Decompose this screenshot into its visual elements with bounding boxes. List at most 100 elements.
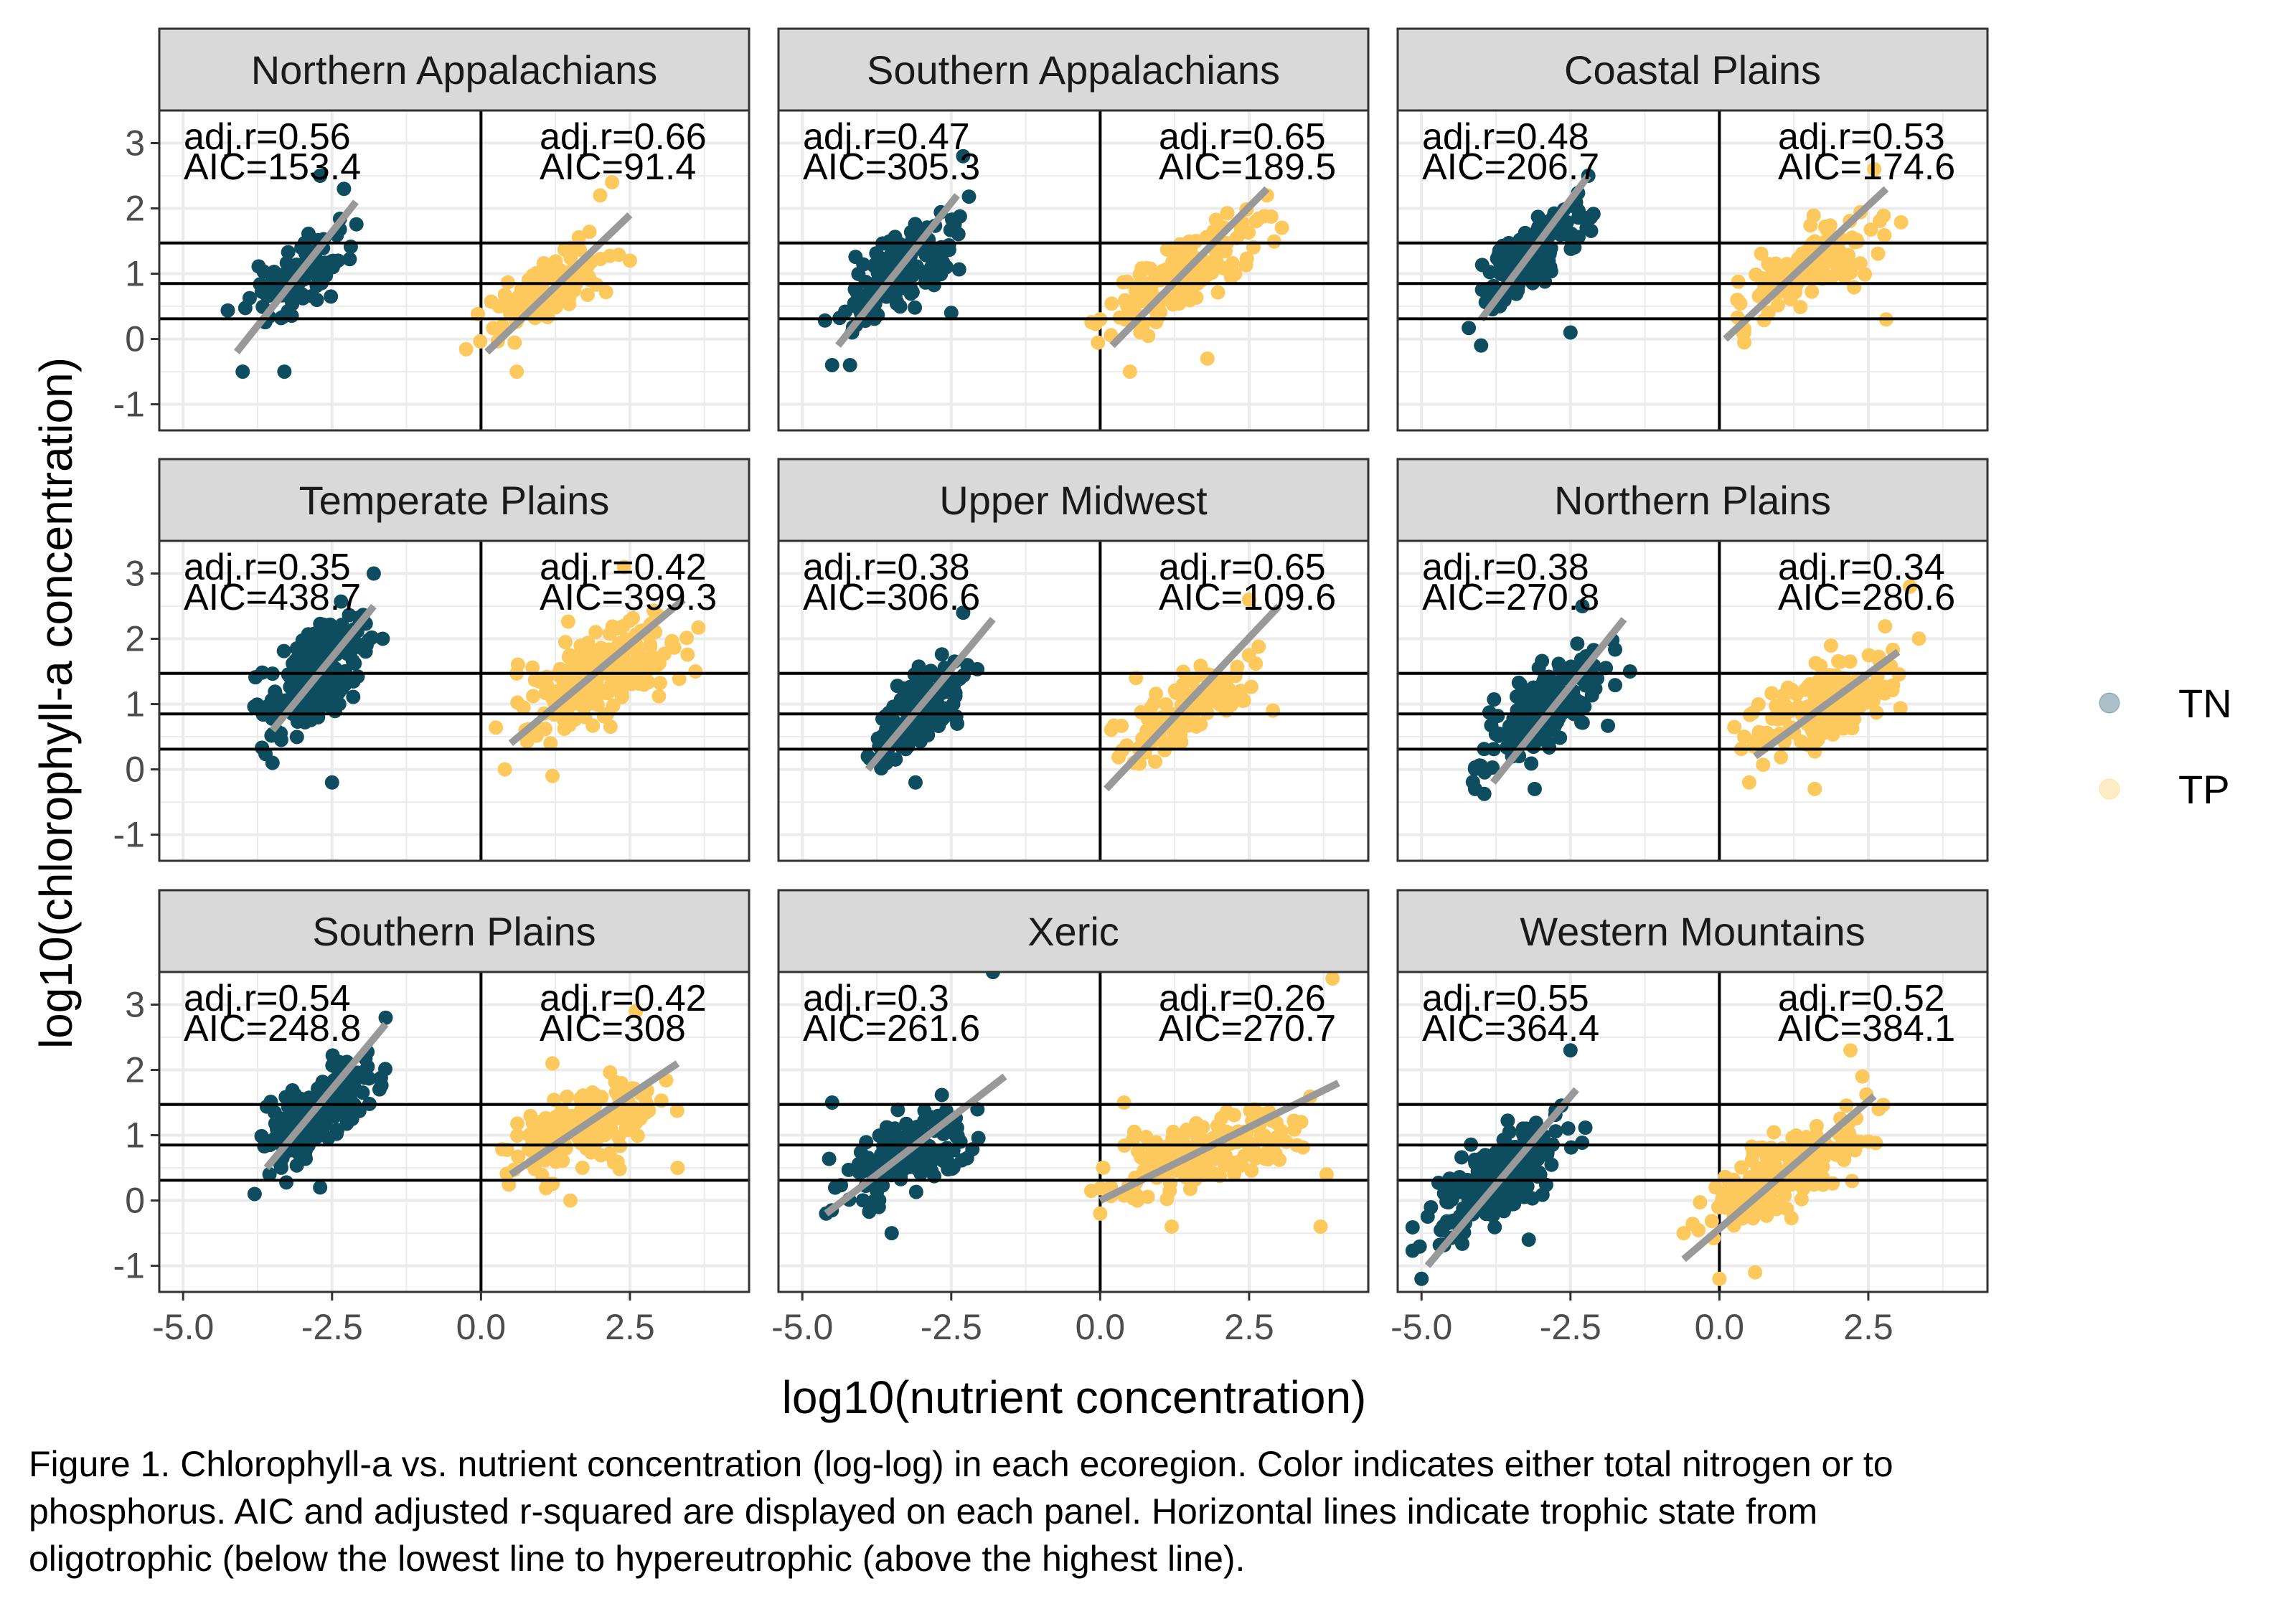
tn-fit-line <box>1478 174 1591 322</box>
tp-point <box>1165 254 1180 269</box>
panel-data <box>159 541 749 861</box>
tp-point <box>1144 699 1159 714</box>
tp-point <box>1177 245 1192 260</box>
caption-line: Figure 1. Chlorophyll-a vs. nutrient con… <box>29 1444 1893 1484</box>
tn-point <box>1571 230 1586 245</box>
tn-aic-label: AIC=206.7 <box>1422 146 1599 188</box>
tn-point <box>1563 699 1578 714</box>
tn-point <box>1578 1120 1593 1135</box>
tp-adj-r-label: adj.r=0.65 <box>1159 116 1326 158</box>
panel-border <box>158 109 751 432</box>
tn-point <box>324 289 339 304</box>
tp-adj-r-label: adj.r=0.34 <box>1778 547 1945 588</box>
tp-point <box>1219 703 1234 718</box>
tp-point <box>1903 579 1918 594</box>
tp-point <box>1149 686 1164 702</box>
tn-point <box>956 605 971 620</box>
tp-point <box>1157 1151 1172 1166</box>
tp-point <box>1208 686 1223 702</box>
tp-point <box>1736 730 1751 745</box>
tp-point <box>585 718 601 733</box>
tp-point <box>1858 267 1873 282</box>
tp-point <box>1837 1127 1852 1142</box>
tp-point <box>589 645 604 660</box>
y-tick-label: 2 <box>125 1050 145 1090</box>
tn-point <box>259 1099 274 1114</box>
tn-point <box>1487 1219 1502 1235</box>
facet-strip <box>1396 27 1989 112</box>
tn-point <box>941 1162 956 1177</box>
tn-adj-r-label: adj.r=0.55 <box>1422 978 1589 1019</box>
tn-point <box>283 679 298 694</box>
y-tick-label: -1 <box>113 1246 145 1286</box>
tn-point <box>1502 248 1518 263</box>
tp-point <box>602 1115 617 1130</box>
panel-border <box>1396 539 1989 862</box>
tn-point <box>1543 680 1558 695</box>
tp-point <box>1691 1222 1706 1237</box>
tp-point <box>1193 668 1208 683</box>
tp-point <box>1200 351 1215 366</box>
tp-point <box>618 1120 634 1136</box>
tp-point <box>1758 1164 1773 1179</box>
tp-point <box>575 1160 590 1175</box>
tn-point <box>848 250 863 265</box>
tp-point <box>1837 1151 1852 1166</box>
tp-point <box>1832 654 1848 669</box>
tp-point <box>1867 161 1882 176</box>
tp-point <box>1174 735 1189 750</box>
tn-adj-r-label: adj.r=0.3 <box>803 978 949 1019</box>
tp-point <box>489 720 504 735</box>
tn-point <box>1540 1147 1555 1162</box>
tp-point <box>603 677 618 692</box>
tn-point <box>247 699 262 714</box>
tp-point <box>1162 1184 1177 1199</box>
tp-point <box>630 1128 645 1143</box>
tn-point <box>911 262 926 277</box>
tn-point <box>289 1158 304 1173</box>
y-tick-label: 0 <box>125 1181 145 1221</box>
tn-point <box>1491 1197 1506 1212</box>
tp-point <box>560 614 575 629</box>
tn-point <box>908 300 923 315</box>
tp-point <box>1104 722 1119 737</box>
tp-point <box>1190 1123 1205 1138</box>
y-tick-label: 1 <box>125 254 145 294</box>
tp-point <box>603 719 618 735</box>
tp-point <box>527 1161 542 1176</box>
tp-point <box>1676 1226 1691 1241</box>
tn-point <box>220 303 235 318</box>
tn-point <box>279 1175 294 1190</box>
tp-aic-label: AIC=399.3 <box>540 577 717 618</box>
tn-point <box>1561 1121 1576 1136</box>
tp-point <box>1781 685 1796 700</box>
tp-point <box>1768 256 1783 271</box>
tp-point <box>581 269 596 284</box>
x-tick-label: 0.0 <box>1076 1307 1126 1347</box>
tp-point <box>1134 261 1149 276</box>
tp-point <box>1119 274 1134 289</box>
tp-point <box>1122 364 1137 379</box>
tp-point <box>519 288 535 303</box>
facet-title: Southern Plains <box>312 909 596 954</box>
tp-fit-line <box>1104 603 1282 792</box>
tp-point <box>1754 246 1769 261</box>
tn-point <box>261 288 276 303</box>
tp-point <box>1175 1131 1190 1146</box>
tn-point <box>1570 636 1585 651</box>
tn-point <box>281 245 296 260</box>
tn-point <box>851 266 866 281</box>
tp-point <box>1712 1271 1727 1286</box>
tn-point <box>1588 681 1603 696</box>
tp-point <box>1761 305 1776 320</box>
tp-point <box>611 247 626 263</box>
tp-point <box>1251 639 1266 654</box>
tp-point <box>1266 703 1281 718</box>
tp-point <box>1911 631 1926 646</box>
tp-point <box>1295 1140 1310 1155</box>
tn-point <box>235 364 250 379</box>
panel-border <box>1396 971 1989 1293</box>
tp-point <box>1863 222 1878 237</box>
tp-point <box>643 639 658 654</box>
